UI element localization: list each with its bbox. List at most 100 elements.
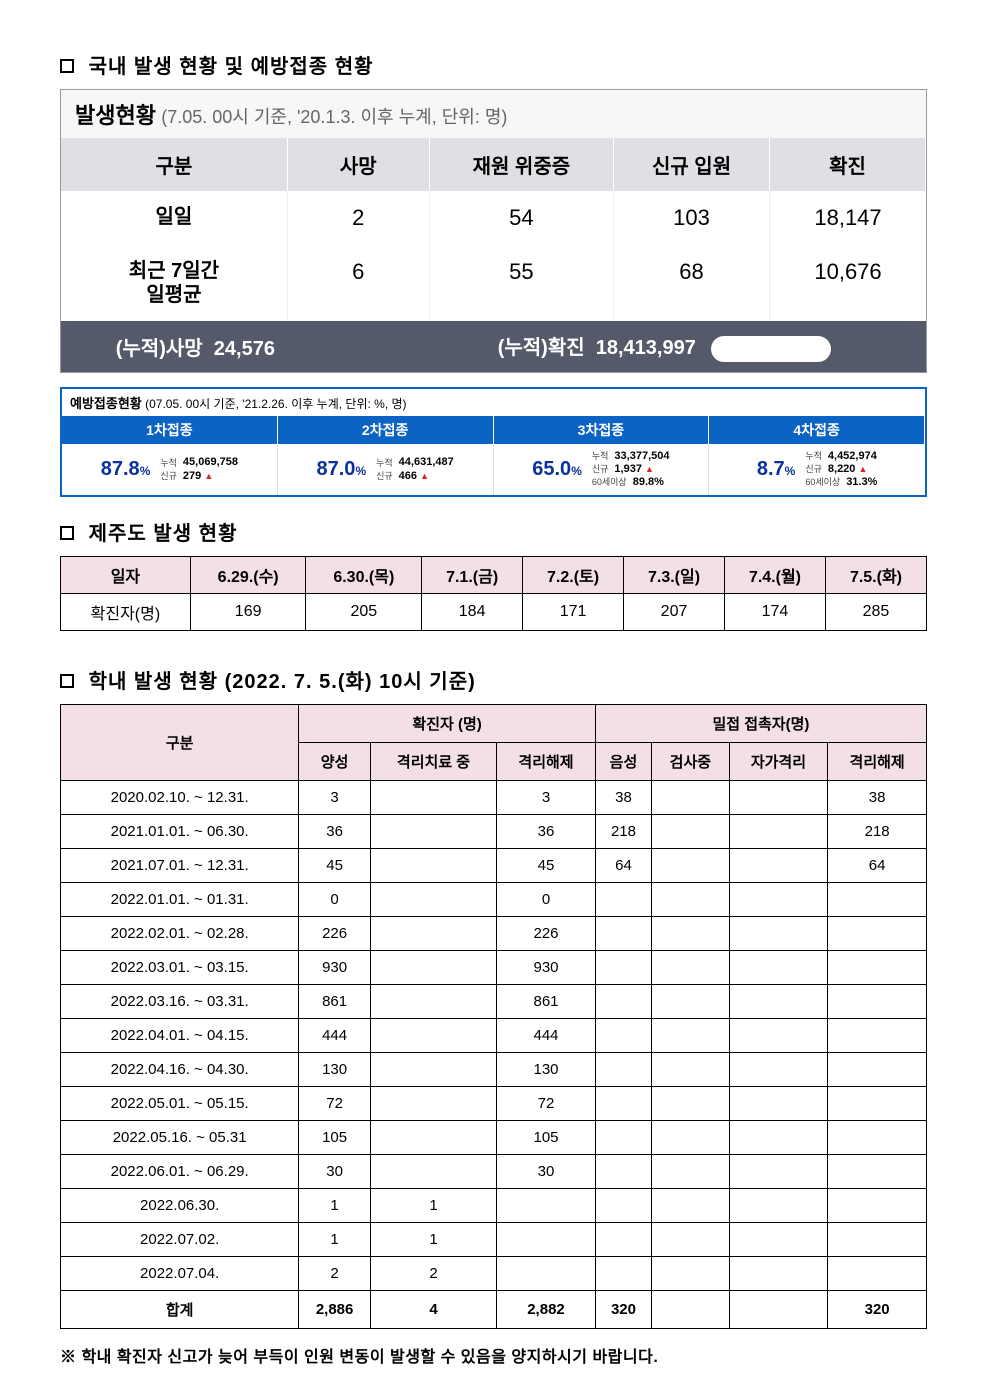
- campus-cell: 38: [828, 781, 927, 815]
- campus-cell: [370, 883, 496, 917]
- status-header-cell: 신규 입원: [614, 138, 770, 191]
- campus-cell: 105: [497, 1121, 596, 1155]
- campus-cell: 2022.01.01. ~ 01.31.: [61, 883, 299, 917]
- campus-cell: 2022.02.01. ~ 02.28.: [61, 917, 299, 951]
- campus-cell: [370, 815, 496, 849]
- campus-cell: [370, 781, 496, 815]
- jeju-date-header: 6.30.(목): [306, 557, 422, 594]
- jeju-cell: 174: [725, 594, 826, 631]
- footer-conf-label: (누적)확진: [498, 337, 585, 359]
- campus-cell: 2022.03.01. ~ 03.15.: [61, 951, 299, 985]
- campus-cell: [729, 951, 828, 985]
- campus-row: 2022.04.01. ~ 04.15.444444: [61, 1019, 927, 1053]
- vax-sub-stats: 누적45,069,758신규279 ▲: [160, 456, 238, 482]
- campus-cell: [729, 1223, 828, 1257]
- campus-cell: [652, 917, 729, 951]
- campus-header: 구분: [61, 705, 299, 781]
- campus-row: 2021.01.01. ~ 06.30.3636218218: [61, 815, 927, 849]
- vax-dose-cell: 87.0%누적44,631,487신규466 ▲: [278, 444, 494, 496]
- campus-cell: [729, 781, 828, 815]
- campus-cell: 3: [299, 781, 371, 815]
- status-header-cell: 구분: [61, 138, 288, 191]
- campus-cell: [370, 951, 496, 985]
- campus-cell: [652, 951, 729, 985]
- campus-cell: 30: [497, 1155, 596, 1189]
- campus-header: 음성: [595, 743, 651, 781]
- status-cell: 18,147: [770, 191, 926, 245]
- status-cell: 6: [288, 245, 430, 321]
- vax-sub-stats: 누적4,452,974신규8,220 ▲60세이상31.3%: [805, 450, 877, 490]
- bullet-box-icon: [60, 674, 74, 688]
- jeju-header-label: 일자: [61, 557, 191, 594]
- campus-row: 2022.01.01. ~ 01.31.00: [61, 883, 927, 917]
- campus-header: 검사중: [652, 743, 729, 781]
- footer-death-value: 24,576: [214, 338, 275, 360]
- campus-cell: [652, 1189, 729, 1223]
- vax-dose-cell: 87.8%누적45,069,758신규279 ▲: [62, 444, 278, 496]
- campus-cell: [828, 1155, 927, 1189]
- campus-cell: 2022.07.04.: [61, 1257, 299, 1291]
- campus-cell: [595, 883, 651, 917]
- campus-cell: 64: [595, 849, 651, 883]
- status-panel-header: 발생현황 (7.05. 00시 기준, '20.1.3. 이후 누계, 단위: …: [61, 90, 926, 138]
- campus-cell: 861: [299, 985, 371, 1019]
- bullet-box-icon: [60, 526, 74, 540]
- campus-cell: 2022.05.16. ~ 05.31: [61, 1121, 299, 1155]
- campus-cell: 444: [497, 1019, 596, 1053]
- campus-cell: [729, 1053, 828, 1087]
- campus-cell: [595, 1155, 651, 1189]
- footer-chip: [711, 336, 831, 362]
- campus-cell: [370, 1121, 496, 1155]
- footer-conf-value: 18,413,997: [596, 337, 696, 359]
- vax-dose-cell: 8.7%누적4,452,974신규8,220 ▲60세이상31.3%: [709, 444, 925, 496]
- campus-row: 2021.07.01. ~ 12.31.45456464: [61, 849, 927, 883]
- campus-cell: [828, 1121, 927, 1155]
- campus-cell: [729, 1291, 828, 1329]
- bullet-box-icon: [60, 59, 74, 73]
- campus-cell: 0: [497, 883, 596, 917]
- status-subtitle: (7.05. 00시 기준, '20.1.3. 이후 누계, 단위: 명): [161, 107, 507, 127]
- vax-dose-header: 2차접종: [278, 416, 494, 444]
- campus-cell: 320: [595, 1291, 651, 1329]
- campus-row: 2022.05.16. ~ 05.31105105: [61, 1121, 927, 1155]
- campus-cell: [652, 1121, 729, 1155]
- campus-row: 2022.04.16. ~ 04.30.130130: [61, 1053, 927, 1087]
- campus-cell: [652, 1223, 729, 1257]
- campus-cell: [497, 1257, 596, 1291]
- campus-cell: 2022.04.01. ~ 04.15.: [61, 1019, 299, 1053]
- campus-cell: [652, 1053, 729, 1087]
- campus-cell: 2021.07.01. ~ 12.31.: [61, 849, 299, 883]
- campus-cell: 36: [299, 815, 371, 849]
- campus-cell: [370, 985, 496, 1019]
- campus-cell: 2: [370, 1257, 496, 1291]
- campus-cell: [652, 781, 729, 815]
- campus-cell: 218: [595, 815, 651, 849]
- section1-title: 국내 발생 현황 및 예방접종 현황: [60, 50, 927, 79]
- campus-cell: [497, 1189, 596, 1223]
- campus-cell: [652, 1257, 729, 1291]
- jeju-row-label: 확진자(명): [61, 594, 191, 631]
- campus-cell: [595, 917, 651, 951]
- campus-total-row: 합계2,88642,882320320: [61, 1291, 927, 1329]
- status-row-label: 최근 7일간일평균: [61, 245, 288, 321]
- campus-row: 2022.06.30.11: [61, 1189, 927, 1223]
- campus-cell: [729, 1019, 828, 1053]
- vax-pct: 65.0%: [532, 458, 582, 481]
- status-row-label: 일일: [61, 191, 288, 245]
- campus-row: 2022.05.01. ~ 05.15.7272: [61, 1087, 927, 1121]
- status-cell: 10,676: [770, 245, 926, 321]
- status-panel: 발생현황 (7.05. 00시 기준, '20.1.3. 이후 누계, 단위: …: [60, 89, 927, 373]
- campus-cell: 3: [497, 781, 596, 815]
- campus-row: 2022.07.04.22: [61, 1257, 927, 1291]
- jeju-cell: 205: [306, 594, 422, 631]
- campus-row: 2022.07.02.11: [61, 1223, 927, 1257]
- campus-cell: [497, 1223, 596, 1257]
- jeju-date-header: 7.4.(월): [725, 557, 826, 594]
- jeju-date-header: 7.1.(금): [422, 557, 523, 594]
- campus-cell: [370, 849, 496, 883]
- campus-cell: [828, 1189, 927, 1223]
- status-header-cell: 재원 위중증: [430, 138, 614, 191]
- campus-cell: 1: [370, 1189, 496, 1223]
- campus-cell: [729, 985, 828, 1019]
- campus-table: 구분확진자 (명)밀접 접촉자(명)양성격리치료 중격리해제음성검사중자가격리격…: [60, 704, 927, 1329]
